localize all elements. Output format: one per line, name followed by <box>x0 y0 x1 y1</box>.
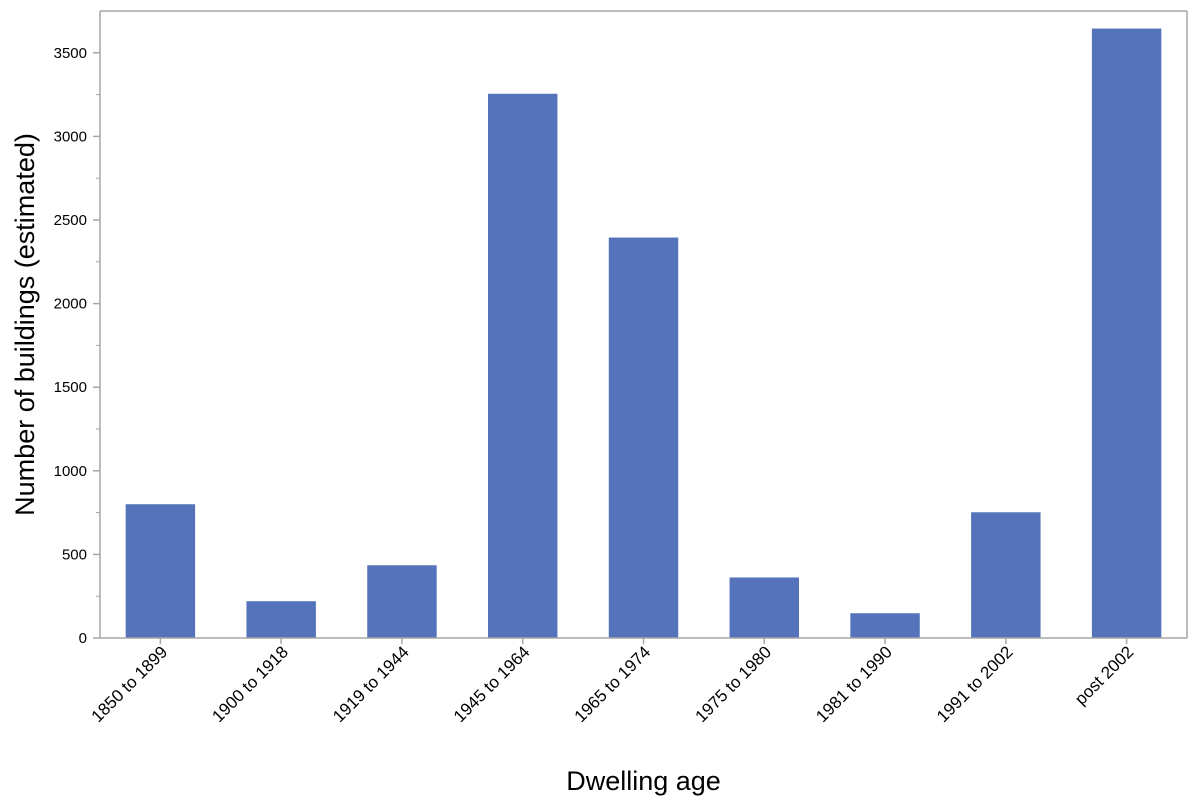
y-tick-label: 500 <box>62 546 87 563</box>
y-tick-label: 3000 <box>54 128 87 145</box>
y-tick-label: 3500 <box>54 45 87 62</box>
bars-group <box>125 28 1162 639</box>
x-category-label: post 2002 <box>1071 642 1137 708</box>
y-tick-label: 1500 <box>54 379 87 396</box>
x-category-label: 1945 to 1964 <box>450 642 534 726</box>
x-category-label: 1981 to 1990 <box>812 642 896 726</box>
x-axis-title: Dwelling age <box>566 766 721 796</box>
y-tick-label: 1000 <box>54 463 87 480</box>
bar-4 <box>487 93 558 639</box>
bar-3 <box>367 565 437 638</box>
x-labels-group: 1850 to 1899 1900 to 1918 1919 to 1944 1945… <box>88 638 1137 726</box>
x-category-label: 1991 to 2002 <box>933 642 1017 726</box>
y-tick-label: 0 <box>79 630 87 647</box>
x-category-label: 1919 to 1944 <box>329 642 413 726</box>
bar-9 <box>1091 28 1162 638</box>
x-category-label: 1900 to 1918 <box>208 642 292 726</box>
x-category-label: 1850 to 1899 <box>88 642 172 726</box>
y-tick-label: 2000 <box>54 296 87 313</box>
x-category-label: 1965 to 1974 <box>571 642 655 726</box>
bar-5 <box>608 237 679 638</box>
bar-2 <box>246 601 316 638</box>
y-tick-label: 2500 <box>54 212 87 229</box>
bar-1 <box>125 504 196 638</box>
x-category-label: 1975 to 1980 <box>691 642 775 726</box>
bar-6 <box>729 577 800 638</box>
bar-8 <box>971 512 1041 638</box>
bar-7 <box>850 613 920 638</box>
y-axis-title: Number of buildings (estimated) <box>10 133 40 516</box>
y-ticks-group: 0 500 1000 1500 2000 2500 3000 3500 <box>54 45 100 647</box>
